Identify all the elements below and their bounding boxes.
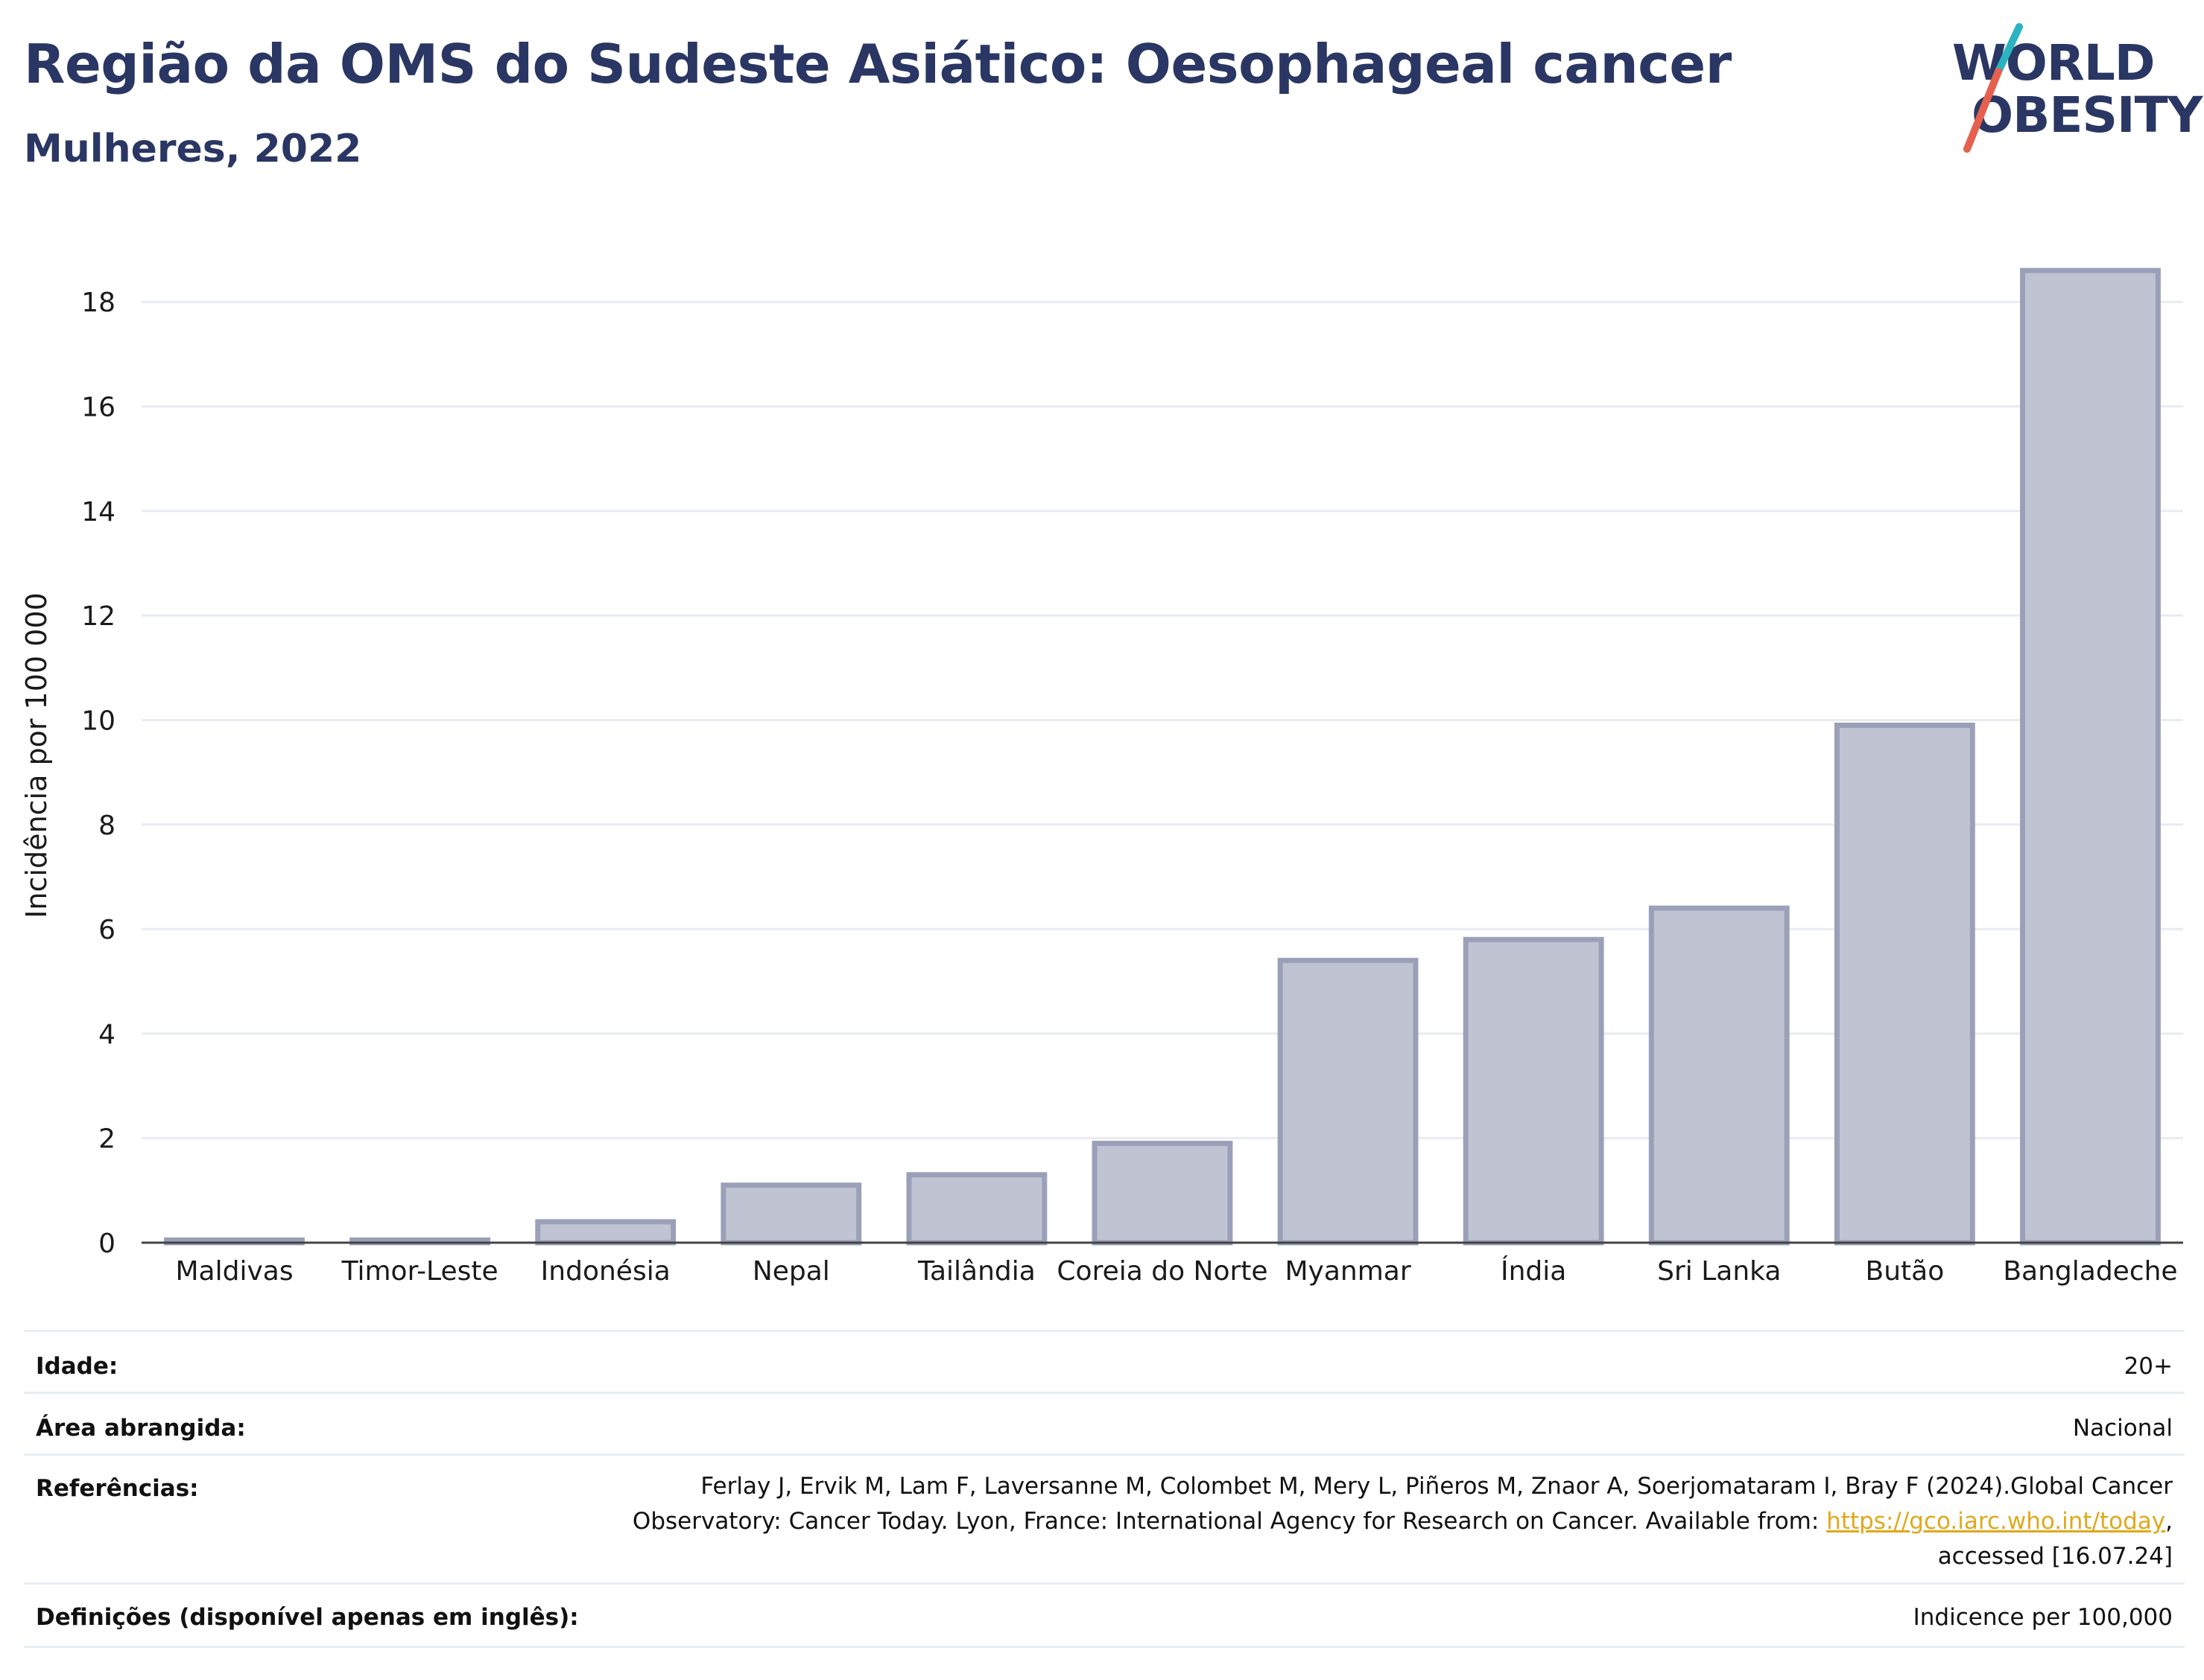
x-tick-label: Tailândia (917, 1256, 1036, 1287)
x-tick-label: Bangladeche (2003, 1256, 2177, 1287)
x-tick-label: Indonésia (541, 1256, 671, 1287)
y-tick-label: 6 (98, 915, 115, 945)
definitions-value: Indicence per 100,000 (1913, 1604, 2173, 1631)
logo-slash-icon (1963, 23, 2023, 153)
y-tick-label: 16 (81, 393, 115, 423)
logo-line-2: OBESITY (1972, 86, 2203, 144)
y-tick-label: 10 (81, 706, 115, 736)
x-tick-label: Sri Lanka (1657, 1256, 1781, 1287)
bar (1277, 957, 1419, 1246)
bar (1092, 1141, 1233, 1246)
bar (721, 1182, 862, 1246)
definitions-label: Definições (disponível apenas em inglês)… (36, 1604, 579, 1631)
y-axis-ticks: 0 2 4 6 8 10 12 14 16 18 (81, 288, 115, 1259)
y-tick-label: 4 (98, 1019, 115, 1050)
x-tick-label: Maldivas (175, 1256, 293, 1287)
x-tick-label: Timor-Leste (341, 1256, 498, 1287)
bar (906, 1172, 1048, 1246)
age-value: 20+ (2124, 1353, 2173, 1380)
y-tick-label: 14 (81, 497, 115, 527)
references-line-2-suffix: , (2165, 1508, 2173, 1535)
references-line-1: Ferlay J, Ervik M, Lam F, Laversanne M, … (700, 1473, 2173, 1500)
bars (164, 267, 2161, 1246)
x-tick-label: Índia (1501, 1255, 1566, 1287)
x-tick-label: Coreia do Norte (1057, 1256, 1267, 1287)
info-row-definitions: Definições (disponível apenas em inglês)… (24, 1582, 2185, 1648)
references-label: Referências: (36, 1475, 199, 1502)
chart-subtitle: Mulheres, 2022 (24, 127, 362, 171)
y-tick-label: 8 (98, 811, 115, 841)
info-row-age: Idade: 20+ (24, 1330, 2185, 1392)
x-tick-label: Butão (1866, 1256, 1945, 1287)
references-line-3: accessed [16.07.24] (1937, 1543, 2173, 1570)
bar-chart: 0 2 4 6 8 10 12 14 16 18 Maldivas Timor-Leste Indon… (20, 267, 2183, 1287)
area-label: Área abrangida: (36, 1415, 246, 1442)
bar (2020, 267, 2161, 1246)
y-tick-label: 18 (81, 288, 115, 318)
info-row-references: Referências: Ferlay J, Ervik M, Lam F, L… (24, 1454, 2185, 1582)
area-value: Nacional (2072, 1415, 2173, 1442)
references-link[interactable]: https://gco.iarc.who.int/today (1826, 1508, 2166, 1535)
y-axis-label: Incidência por 100 000 (20, 592, 53, 918)
bar (1648, 905, 1790, 1246)
logo-line-1: WORLD (1952, 34, 2156, 92)
bar (535, 1219, 677, 1246)
info-row-area: Área abrangida: Nacional (24, 1392, 2185, 1454)
references-line-2-prefix: Observatory: Cancer Today. Lyon, France:… (632, 1508, 1827, 1535)
y-tick-label: 2 (98, 1124, 115, 1155)
x-axis-ticks: Maldivas Timor-Leste Indonésia Nepal Tailând… (175, 1255, 2177, 1287)
y-tick-label: 0 (98, 1229, 115, 1259)
references-line-2: Observatory: Cancer Today. Lyon, France:… (608, 1504, 2173, 1539)
chart-title: Região da OMS do Sudeste Asiático: Oesop… (24, 33, 1732, 95)
x-tick-label: Myanmar (1285, 1256, 1411, 1287)
x-tick-label: Nepal (753, 1256, 830, 1287)
bar (1463, 936, 1604, 1246)
world-obesity-logo: WORLD OBESITY (1937, 22, 2203, 156)
references-value: Ferlay J, Ervik M, Lam F, Laversanne M, … (608, 1469, 2173, 1574)
age-label: Idade: (36, 1353, 118, 1380)
bar (1834, 722, 1975, 1246)
y-tick-label: 12 (81, 601, 115, 632)
